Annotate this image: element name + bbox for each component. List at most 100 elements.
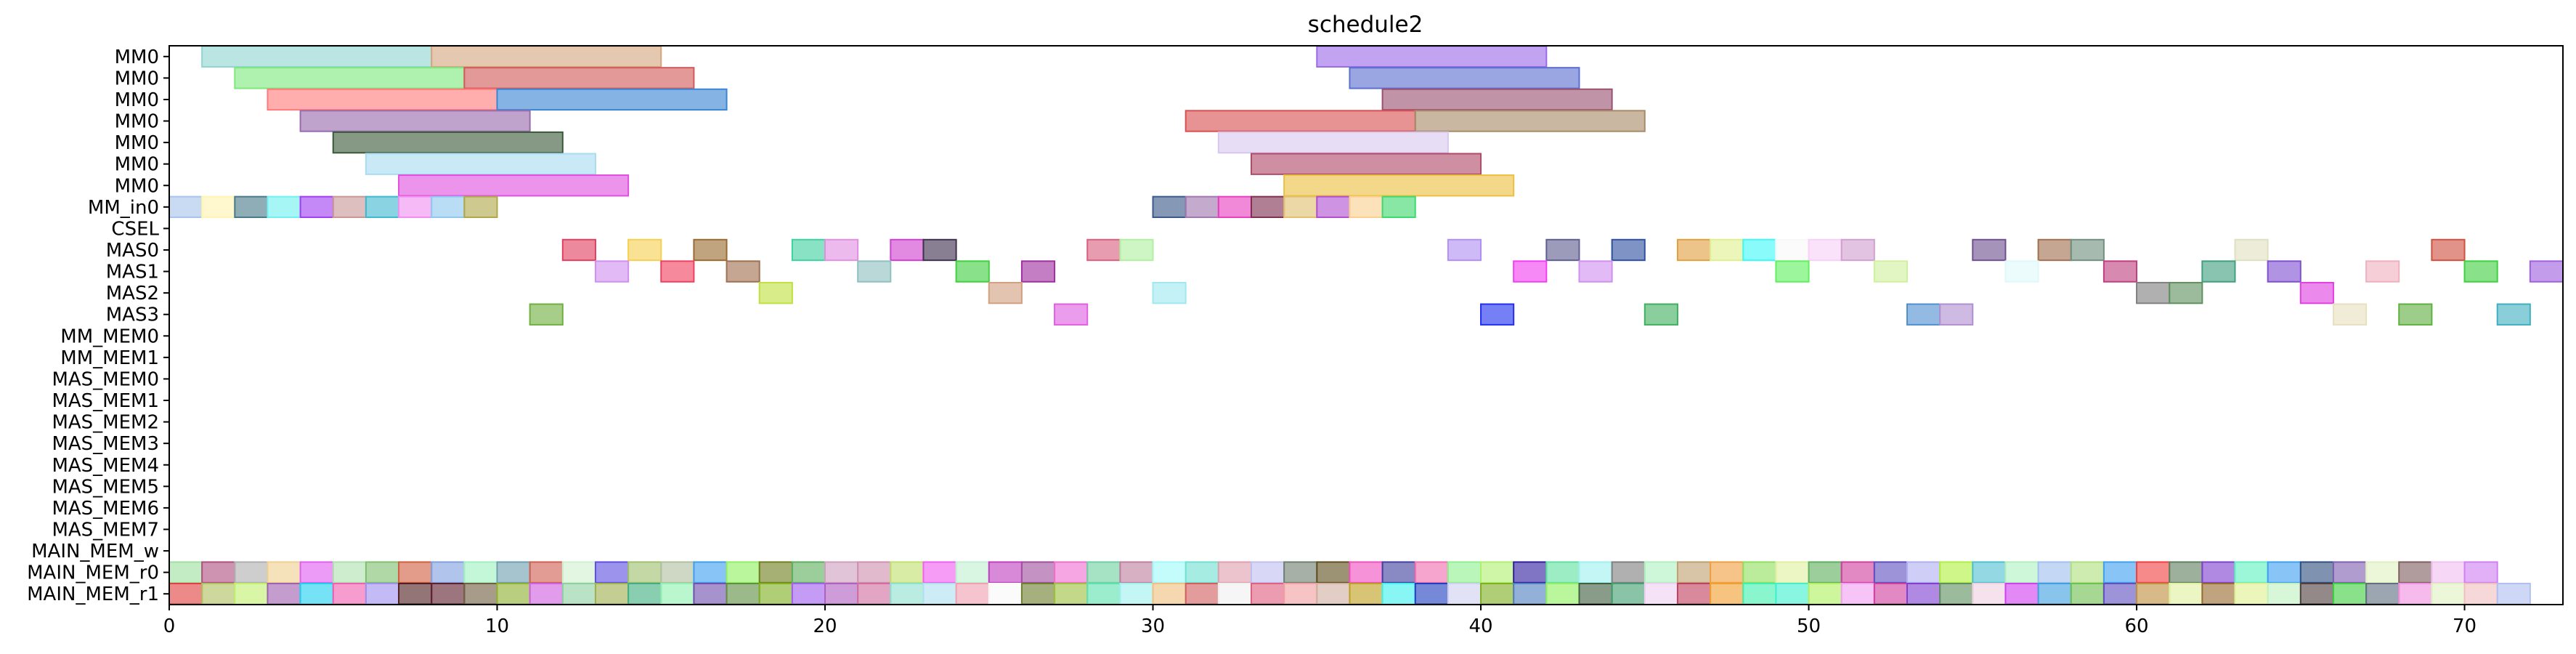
row-label: MM0 bbox=[115, 154, 159, 176]
task-bar bbox=[2004, 260, 2039, 283]
task-bar bbox=[2070, 561, 2105, 584]
task-bar bbox=[529, 583, 564, 605]
task-bar bbox=[1086, 583, 1121, 605]
task-bar bbox=[2102, 260, 2138, 283]
task-bar bbox=[1119, 561, 1154, 584]
task-bar bbox=[365, 195, 400, 219]
task-bar bbox=[168, 561, 203, 584]
task-bar bbox=[1873, 561, 1908, 584]
task-bar bbox=[2496, 583, 2531, 605]
task-bar bbox=[234, 67, 466, 89]
task-bar bbox=[2070, 238, 2105, 262]
task-bar bbox=[922, 583, 957, 605]
task-bar bbox=[1676, 238, 1712, 262]
task-bar bbox=[1152, 583, 1187, 605]
task-bar bbox=[2169, 281, 2203, 304]
task-bar bbox=[1414, 583, 1449, 605]
task-bar bbox=[2201, 260, 2236, 283]
x-tick-label: 0 bbox=[163, 615, 176, 637]
task-bar bbox=[1840, 238, 1875, 262]
row-label: MAS_MEM7 bbox=[52, 519, 159, 541]
task-bar bbox=[693, 583, 728, 605]
task-bar bbox=[1250, 561, 1285, 584]
row-label: MAS_MEM2 bbox=[52, 412, 159, 434]
task-bar bbox=[1906, 561, 1941, 584]
task-bar bbox=[1840, 583, 1875, 605]
task-bar bbox=[1349, 195, 1384, 219]
task-bar bbox=[1020, 583, 1056, 605]
task-bar bbox=[791, 238, 826, 262]
task-bar bbox=[2529, 260, 2564, 283]
task-bar bbox=[1316, 583, 1351, 605]
x-tick-label: 20 bbox=[813, 615, 837, 637]
task-bar bbox=[1972, 583, 2007, 605]
task-bar bbox=[1217, 195, 1252, 219]
task-bar bbox=[627, 583, 662, 605]
task-bar bbox=[1250, 153, 1482, 175]
task-bar bbox=[1119, 238, 1154, 262]
task-bar bbox=[1775, 561, 1810, 584]
task-bar bbox=[1349, 561, 1384, 584]
task-bar bbox=[365, 583, 400, 605]
task-bar bbox=[1020, 260, 1056, 283]
task-bar bbox=[1939, 561, 1974, 584]
row-label: MAS0 bbox=[106, 240, 159, 262]
task-bar bbox=[1217, 561, 1252, 584]
x-tick-label: 60 bbox=[2124, 615, 2148, 637]
task-bar bbox=[2136, 583, 2171, 605]
task-bar bbox=[1447, 561, 1482, 584]
task-bar bbox=[2234, 238, 2269, 262]
x-tick-label: 10 bbox=[485, 615, 509, 637]
row-label: MAS_MEM1 bbox=[52, 390, 159, 412]
task-bar bbox=[2398, 561, 2433, 584]
task-bar bbox=[1086, 238, 1121, 262]
task-bar bbox=[561, 583, 596, 605]
task-bar bbox=[791, 583, 826, 605]
task-bar bbox=[2037, 238, 2072, 262]
task-bar bbox=[857, 583, 892, 605]
task-bar bbox=[1250, 583, 1285, 605]
row-label: MM0 bbox=[115, 111, 159, 133]
row-label: MM_in0 bbox=[88, 197, 159, 219]
plot-frame bbox=[168, 45, 2564, 605]
row-label: MAS3 bbox=[106, 304, 159, 326]
task-bar bbox=[1873, 583, 1908, 605]
task-bar bbox=[1611, 238, 1646, 262]
task-bar bbox=[168, 583, 203, 605]
task-bar bbox=[890, 561, 925, 584]
task-bar bbox=[1513, 260, 1548, 283]
task-bar bbox=[1217, 131, 1449, 154]
task-bar bbox=[529, 561, 564, 584]
task-bar bbox=[234, 195, 269, 219]
task-bar bbox=[2169, 561, 2203, 584]
task-bar bbox=[2267, 260, 2301, 283]
row-label: MAS_MEM4 bbox=[52, 455, 159, 477]
task-bar bbox=[955, 583, 990, 605]
task-bar bbox=[955, 561, 990, 584]
task-bar bbox=[1480, 303, 1515, 326]
task-bar bbox=[398, 561, 433, 584]
task-bar bbox=[2299, 583, 2334, 605]
task-bar bbox=[2463, 561, 2498, 584]
row-label: MAS_MEM5 bbox=[52, 476, 159, 498]
task-bar bbox=[299, 583, 334, 605]
task-bar bbox=[1710, 583, 1744, 605]
task-bar bbox=[431, 195, 466, 219]
task-bar bbox=[1381, 561, 1416, 584]
task-bar bbox=[1513, 583, 1548, 605]
task-bar bbox=[1185, 195, 1219, 219]
row-label: CSEL bbox=[111, 218, 159, 240]
task-bar bbox=[1939, 583, 1974, 605]
task-bar bbox=[1381, 88, 1613, 111]
task-bar bbox=[1808, 583, 1842, 605]
task-bar bbox=[365, 561, 400, 584]
task-bar bbox=[2201, 583, 2236, 605]
task-bar bbox=[2431, 561, 2466, 584]
task-bar bbox=[2332, 303, 2368, 326]
task-bar bbox=[2398, 303, 2433, 326]
task-bar bbox=[267, 195, 301, 219]
task-bar bbox=[2037, 583, 2072, 605]
task-bar bbox=[267, 561, 301, 584]
task-bar bbox=[791, 561, 826, 584]
task-bar bbox=[561, 238, 596, 262]
